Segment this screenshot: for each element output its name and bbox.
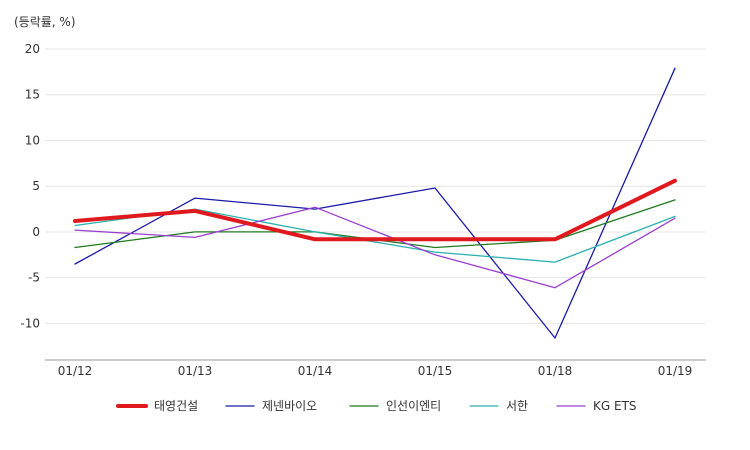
series-line-제넨바이오 bbox=[74, 67, 676, 339]
y-tick-label: 10 bbox=[25, 133, 40, 147]
x-tick-label: 01/14 bbox=[298, 364, 333, 378]
legend-label: 태영건설 bbox=[154, 399, 198, 413]
y-tick-label: -10 bbox=[20, 316, 40, 330]
y-tick-label: 15 bbox=[25, 88, 40, 102]
x-axis-ticks: 01/12 01/13 01/14 01/15 01/18 01/19 bbox=[58, 364, 693, 378]
series-line-태영건설 bbox=[73, 178, 677, 242]
x-tick-label: 01/15 bbox=[418, 364, 453, 378]
x-tick-label: 01/19 bbox=[658, 364, 693, 378]
legend: 태영건설 제넨바이오 인선이엔티 서한 KG ETS bbox=[116, 399, 637, 413]
legend-label: KG ETS bbox=[593, 399, 637, 413]
x-tick-label: 01/12 bbox=[58, 364, 93, 378]
y-axis-unit-label: (등락률, %) bbox=[14, 15, 76, 29]
y-tick-label: 0 bbox=[32, 225, 40, 239]
y-tick-label: 20 bbox=[25, 42, 40, 56]
x-tick-label: 01/18 bbox=[538, 364, 573, 378]
y-tick-label: 5 bbox=[32, 179, 40, 193]
series-lines bbox=[73, 67, 677, 339]
legend-label: 서한 bbox=[506, 399, 528, 413]
x-tick-label: 01/13 bbox=[178, 364, 213, 378]
series-line-KG ETS bbox=[74, 206, 676, 289]
legend-label: 인선이엔티 bbox=[386, 399, 441, 413]
y-axis-ticks: -10 -5 0 5 10 15 20 bbox=[20, 42, 40, 330]
grid-lines bbox=[45, 48, 706, 361]
y-tick-label: -5 bbox=[28, 271, 40, 285]
legend-label: 제넨바이오 bbox=[262, 399, 317, 413]
